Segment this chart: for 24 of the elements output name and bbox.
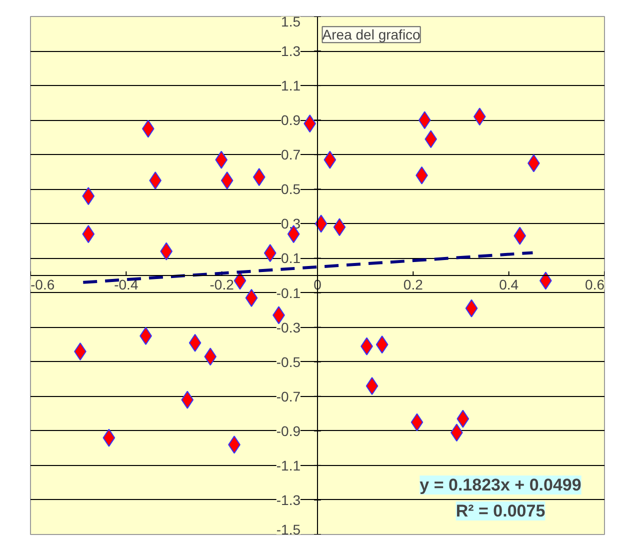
y-tick-label: 0.1	[281, 250, 301, 266]
y-tick-label: -0.7	[276, 388, 301, 404]
x-tick-label: -0.2	[210, 276, 234, 292]
y-tick-label: 0.7	[281, 146, 301, 163]
y-tick-label: 1.5	[281, 14, 301, 30]
y-tick-label: -1.3	[276, 492, 301, 508]
x-tick-label: 0.4	[499, 276, 519, 292]
x-tick-label: 0.2	[403, 276, 424, 292]
y-tick-label: 0.9	[281, 112, 301, 128]
x-tick-label: -0.4	[114, 276, 138, 292]
annotation: y = 0.1823x + 0.0499	[420, 476, 582, 494]
y-tick-label: 1.1	[281, 78, 301, 94]
annotation: R² = 0.0075	[456, 502, 546, 520]
y-tick-label: 0.5	[281, 181, 301, 198]
y-tick-label: -0.5	[276, 354, 301, 370]
y-tick-label: -0.9	[276, 422, 301, 439]
x-tick-label: -0.6	[30, 276, 55, 292]
x-tick-label: 0.6	[585, 276, 605, 292]
y-tick-label: -1.5	[276, 522, 301, 538]
y-tick-label: -1.1	[276, 457, 301, 474]
y-tick-label: 1.3	[281, 43, 301, 60]
y-tick-label: -0.1	[276, 284, 301, 301]
y-tick-label: -0.3	[276, 319, 301, 336]
y-tick-label: 0.3	[281, 216, 301, 232]
